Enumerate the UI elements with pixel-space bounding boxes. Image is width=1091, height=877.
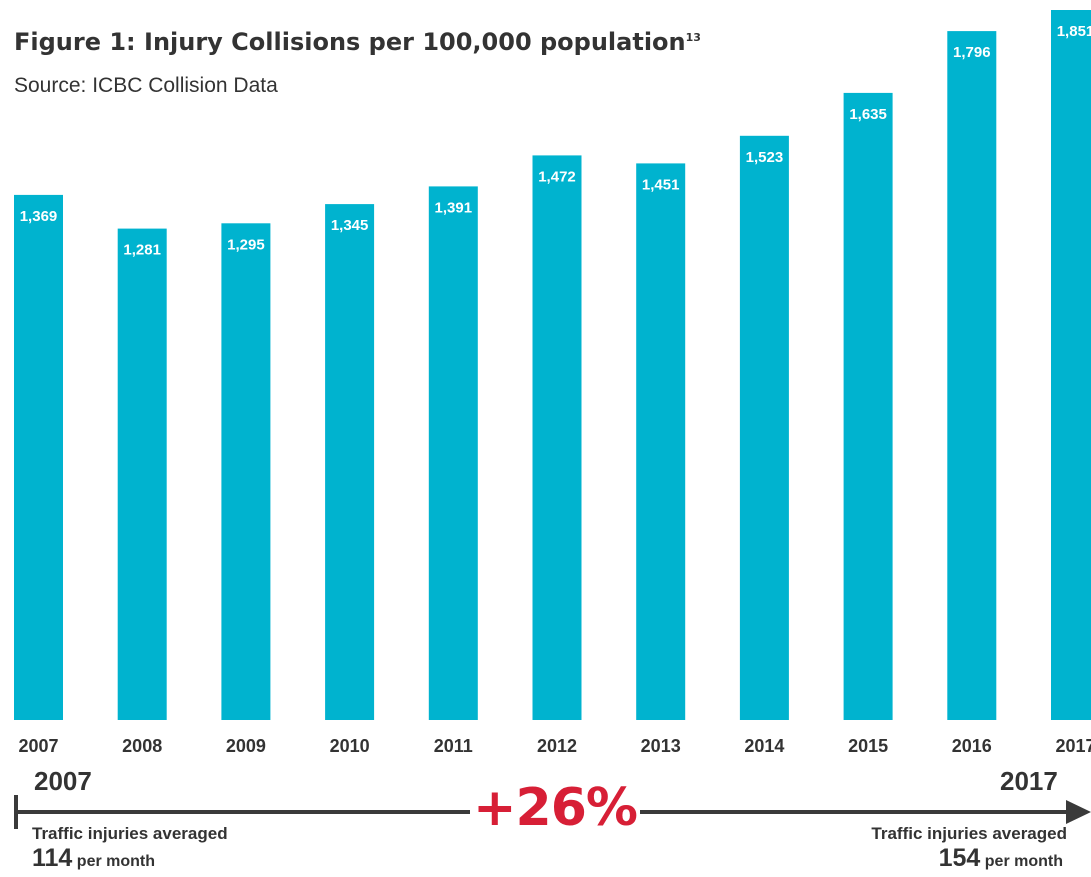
end-monthly-unit: per month	[984, 853, 1063, 870]
x-tick-label: 2014	[744, 736, 784, 756]
bar-2008	[117, 228, 167, 720]
bar-2015	[843, 92, 893, 720]
chart-subtitle: Source: ICBC Collision Data	[14, 74, 278, 97]
bar-value-label: 1,391	[435, 199, 473, 216]
bar-2017	[1051, 10, 1091, 720]
chart-title-text: Figure 1: Injury Collisions per 100,000 …	[14, 28, 686, 56]
x-tick-label: 2015	[848, 736, 888, 756]
bar-value-label: 1,472	[538, 168, 576, 185]
x-tick-label: 2016	[952, 736, 992, 756]
bar-value-label: 1,451	[642, 176, 680, 193]
timeline-end-year: 2017	[1000, 766, 1058, 796]
bar-value-label: 1,369	[20, 208, 58, 225]
bar-value-label: 1,295	[227, 236, 265, 253]
bar-chart: 1,369 2007 1,281 2008 1,295 2009 1,345 2010 1,39…	[14, 10, 1091, 756]
chart-title: Figure 1: Injury Collisions per 100,000 …	[14, 28, 701, 56]
timeline-start-year: 2007	[34, 766, 92, 796]
bar-2012	[532, 155, 582, 720]
bar-2009	[221, 223, 271, 721]
x-tick-label: 2011	[434, 736, 473, 756]
percent-change: +26%	[470, 778, 640, 838]
x-tick-label: 2008	[122, 736, 162, 756]
bar-value-label: 1,345	[331, 217, 369, 234]
x-tick-label: 2009	[226, 736, 266, 756]
bar-2010	[325, 204, 375, 721]
timeline-arrowhead	[1066, 800, 1091, 824]
bar-2013	[636, 163, 686, 720]
timeline-start-caption: Traffic injuries averaged	[32, 824, 228, 843]
end-monthly-value: 154	[938, 844, 981, 872]
x-tick-label: 2017	[1055, 736, 1091, 756]
bar-value-label: 1,635	[849, 106, 887, 123]
bar-2016	[947, 31, 997, 721]
timeline-end-value: 154 per month	[939, 844, 1063, 873]
timeline-start-value: 114 per month	[32, 844, 155, 873]
x-tick-label: 2013	[641, 736, 681, 756]
start-monthly-value: 114	[32, 844, 73, 872]
x-tick-label: 2007	[18, 736, 58, 756]
bar-2007	[14, 194, 63, 720]
bar-value-label: 1,851	[1057, 23, 1091, 40]
bar-value-label: 1,281	[123, 242, 161, 259]
timeline-end-caption: Traffic injuries averaged	[871, 824, 1067, 843]
bar-2014	[739, 135, 789, 721]
bar-value-label: 1,523	[746, 149, 784, 166]
x-tick-label: 2010	[330, 736, 370, 756]
title-footnote-ref: 13	[685, 31, 701, 44]
x-tick-label: 2012	[537, 736, 577, 756]
bar-value-label: 1,796	[953, 44, 991, 61]
start-monthly-unit: per month	[76, 853, 156, 870]
bar-2011	[428, 186, 478, 720]
